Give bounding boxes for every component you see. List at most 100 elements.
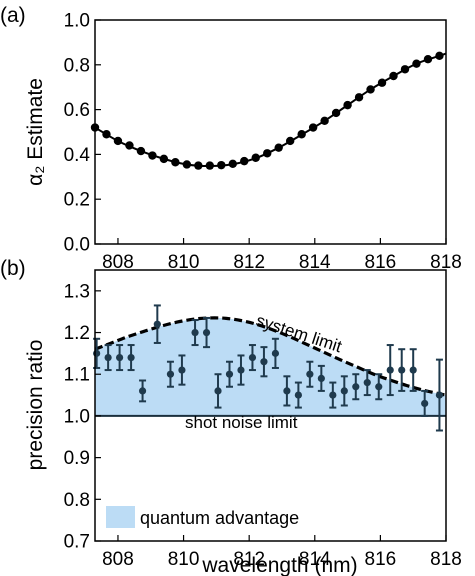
x-tick-label: 814 — [299, 549, 331, 570]
panel-b-xlabel: wavelength (nm) — [201, 554, 357, 576]
x-tick-label: 814 — [299, 252, 331, 273]
measured-point — [386, 344, 394, 397]
y-tick-label: 1.0 — [64, 11, 90, 32]
x-tick-label: 812 — [233, 549, 265, 570]
panel-b-label: (b) — [0, 257, 26, 280]
data-point — [340, 387, 348, 395]
data-point — [205, 161, 215, 170]
x-tick-label: 812 — [233, 252, 265, 273]
measured-point — [352, 373, 360, 401]
measured-point — [409, 348, 417, 392]
data-point — [102, 130, 111, 139]
data-point — [366, 85, 375, 94]
data-point — [171, 158, 180, 167]
measured-point — [104, 344, 112, 372]
measured-point — [178, 354, 186, 386]
y-tick-label: 0.8 — [64, 490, 90, 511]
data-point — [166, 370, 175, 378]
quantum-advantage-region — [95, 317, 446, 416]
data-point — [377, 78, 387, 87]
legend-label: quantum advantage — [140, 508, 299, 528]
data-point — [116, 353, 124, 362]
data-point — [191, 328, 199, 337]
shot-noise-label: shot noise limit — [185, 413, 298, 432]
data-point — [274, 143, 283, 152]
measured-point — [306, 360, 314, 388]
fit-line — [94, 52, 447, 168]
x-tick-label: 816 — [365, 549, 397, 570]
y-tick-label: 0.2 — [64, 190, 90, 211]
data-point — [153, 320, 161, 328]
data-point — [194, 161, 203, 170]
y-tick-label: 0.9 — [64, 448, 90, 469]
data-point — [113, 136, 123, 146]
measured-point — [191, 319, 199, 347]
measured-point — [421, 389, 429, 417]
data-point — [375, 383, 383, 391]
measured-point — [202, 316, 211, 349]
y-tick-label: 0.0 — [64, 235, 90, 256]
measured-point — [237, 354, 245, 386]
panel-a-yticks: 0.0 0.2 0.4 0.6 0.8 1.0 — [64, 11, 101, 256]
data-point — [217, 160, 226, 170]
data-point — [317, 374, 325, 382]
measured-point — [260, 346, 268, 378]
measured-point — [398, 348, 406, 392]
data-point — [386, 366, 394, 374]
panel-b-frame — [94, 269, 447, 542]
data-point — [412, 59, 421, 68]
y-tick-label: 0.8 — [64, 55, 90, 76]
measured-point — [214, 373, 222, 409]
measured-point — [375, 373, 383, 401]
data-point — [251, 153, 260, 162]
measured-point — [363, 369, 371, 397]
data-point — [214, 387, 222, 395]
data-point — [331, 108, 341, 118]
panel-a-label: (a) — [0, 4, 26, 27]
x-tick-label: 818 — [430, 549, 462, 570]
data-point — [389, 71, 398, 81]
panel-b-ylabel: precision ratio — [24, 340, 47, 471]
measured-point — [248, 344, 257, 372]
data-point — [225, 370, 234, 378]
measured-point — [329, 381, 337, 409]
data-point — [271, 349, 280, 357]
y-tick-label: 0.4 — [64, 145, 91, 166]
data-point — [125, 141, 134, 150]
data-point — [240, 156, 249, 166]
data-point — [363, 378, 371, 387]
legend-swatch — [106, 506, 135, 528]
data-point — [159, 154, 169, 164]
data-point — [285, 136, 295, 146]
data-point — [409, 366, 417, 374]
y-tick-label: 1.0 — [64, 406, 90, 427]
measured-point — [166, 360, 175, 388]
x-tick-label: 818 — [430, 252, 462, 273]
data-point — [136, 146, 146, 156]
x-tick-label: 810 — [168, 549, 200, 570]
y-tick-label: 1.1 — [64, 365, 90, 386]
measured-point — [435, 358, 444, 432]
panel-b-measured-points — [93, 304, 444, 432]
data-point — [329, 391, 337, 399]
y-tick-label: 1.3 — [64, 281, 90, 302]
system-limit-curve — [94, 316, 447, 397]
data-point — [398, 366, 406, 374]
measured-point — [271, 337, 280, 369]
data-point — [421, 399, 429, 408]
data-point — [320, 116, 329, 126]
data-point — [148, 151, 157, 160]
panel-a-points — [90, 51, 444, 170]
data-point — [178, 366, 186, 374]
panel-a-fit-curve — [94, 52, 447, 168]
data-point — [352, 383, 360, 391]
data-point — [138, 387, 147, 395]
data-point — [435, 51, 444, 61]
data-point — [294, 391, 302, 399]
data-point — [127, 353, 135, 362]
data-point — [343, 100, 352, 110]
measured-point — [225, 360, 234, 388]
data-point — [248, 353, 257, 362]
data-point — [93, 349, 101, 357]
